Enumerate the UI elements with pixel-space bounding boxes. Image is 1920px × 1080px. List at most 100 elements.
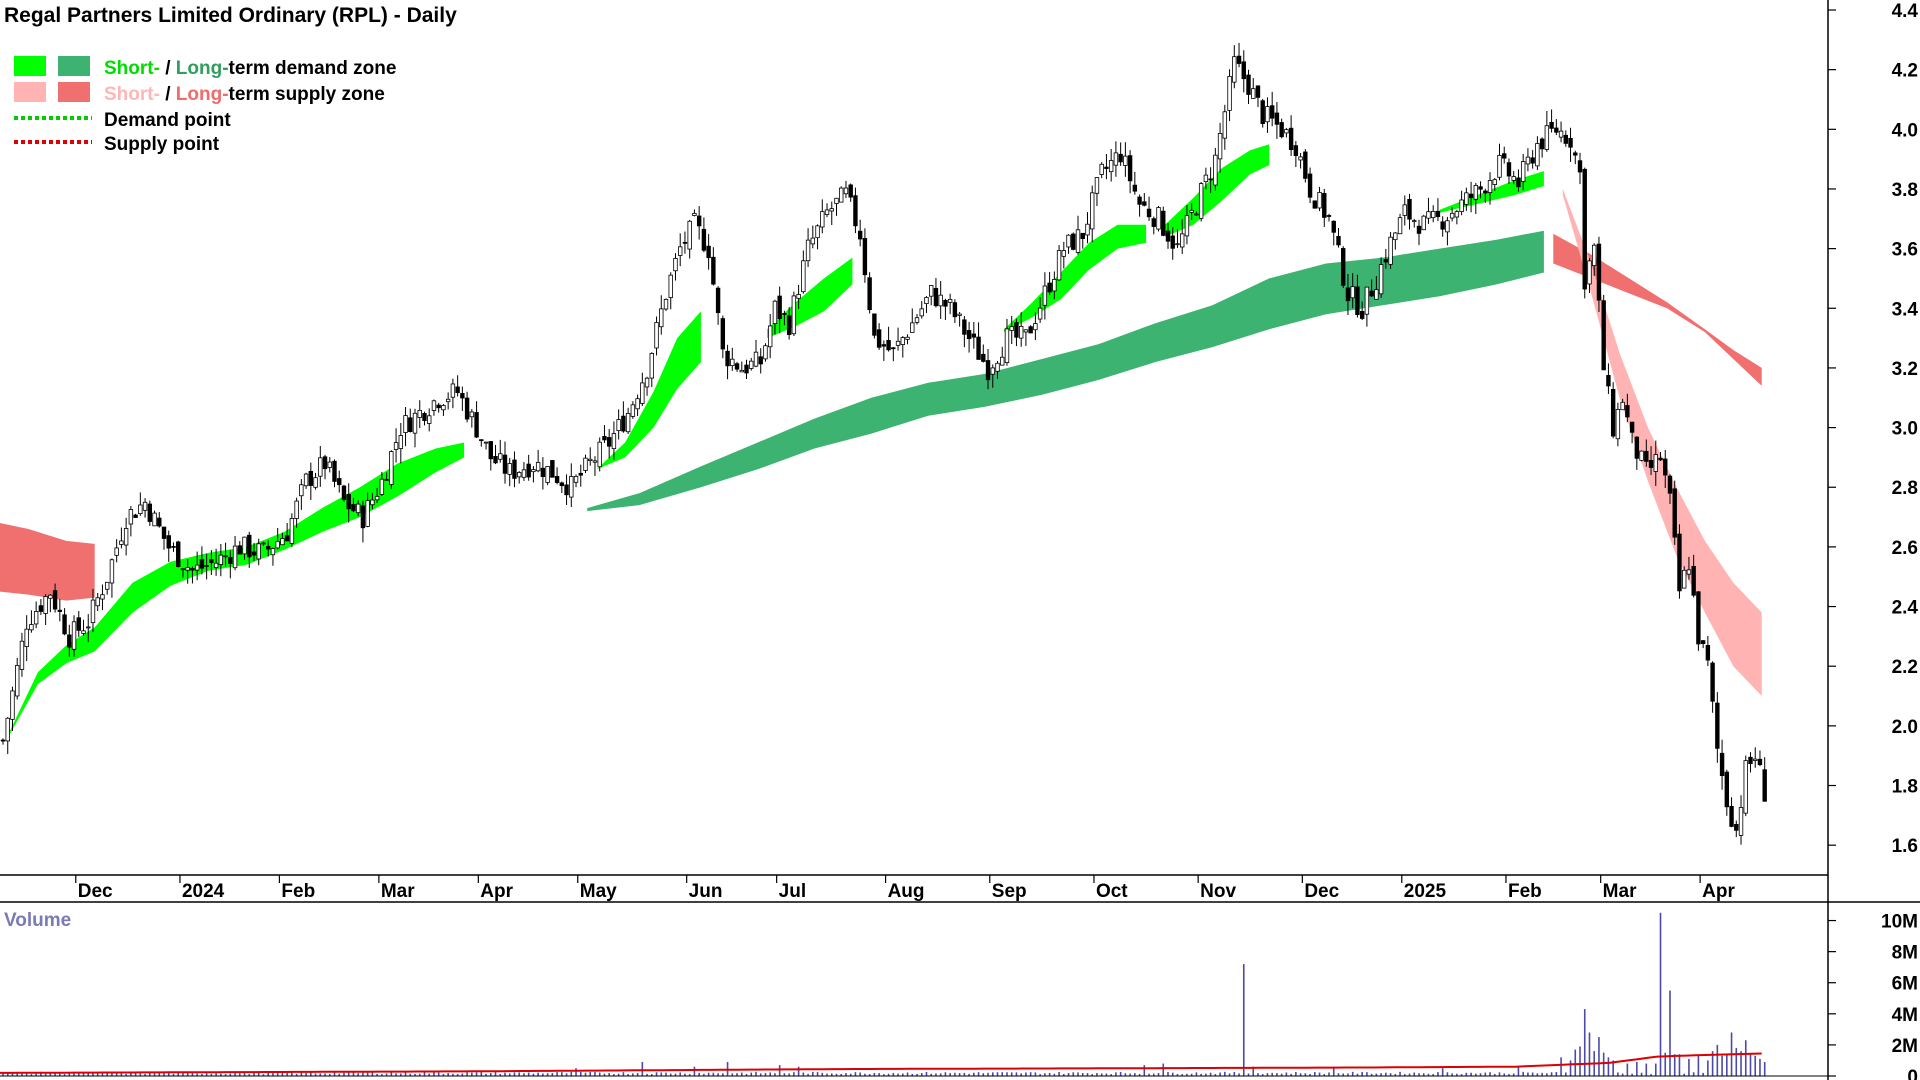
candle	[1592, 243, 1597, 276]
candle	[853, 187, 858, 234]
candle	[1364, 286, 1370, 327]
candle	[730, 347, 735, 371]
candle	[815, 224, 820, 250]
candle	[247, 531, 252, 568]
candle	[711, 247, 716, 286]
date-tick-label: Mar	[1603, 881, 1637, 902]
candle	[867, 272, 872, 314]
candle	[209, 550, 214, 575]
price-tick-label: 2.0	[1892, 717, 1918, 738]
candle	[1369, 279, 1374, 297]
candle	[403, 407, 408, 447]
candle	[57, 598, 63, 622]
candle	[839, 186, 844, 203]
candle	[895, 327, 901, 351]
candle	[213, 548, 219, 576]
candle	[1601, 294, 1606, 371]
price-tick-label: 2.8	[1892, 478, 1918, 499]
date-tick-label: Apr	[1702, 881, 1735, 902]
candle	[1061, 241, 1067, 269]
candle	[1516, 169, 1521, 192]
candle	[512, 451, 517, 488]
candle	[526, 454, 531, 481]
candle	[905, 334, 910, 345]
candle	[876, 323, 882, 350]
zone-band-0	[9, 442, 465, 735]
candle	[1762, 757, 1767, 802]
candle	[370, 492, 375, 510]
candle	[1180, 219, 1185, 255]
legend-swatch	[58, 56, 90, 76]
candle	[1198, 181, 1204, 222]
candle	[199, 546, 205, 575]
candle	[588, 447, 593, 466]
date-tick-label: Dec	[1304, 881, 1339, 902]
candle	[67, 624, 72, 657]
candle	[1099, 162, 1104, 179]
candle	[204, 553, 209, 580]
candle	[1610, 382, 1616, 439]
candle	[194, 551, 200, 581]
candle	[1028, 325, 1033, 334]
candle	[829, 201, 834, 226]
candle	[1004, 318, 1010, 366]
candle	[1681, 566, 1687, 589]
candle	[687, 219, 692, 259]
candle	[1331, 220, 1336, 246]
date-tick-label: Feb	[281, 881, 315, 902]
candle	[1236, 42, 1242, 68]
candle	[1208, 167, 1213, 194]
candle	[1497, 143, 1502, 181]
candle	[86, 614, 91, 643]
candle	[1459, 190, 1464, 216]
candle	[1748, 752, 1753, 773]
price-tick-label: 4.2	[1892, 61, 1918, 82]
zone-band-6	[587, 230, 1544, 512]
candle	[81, 619, 86, 636]
candle	[270, 547, 276, 566]
candle	[1700, 639, 1706, 649]
candle	[43, 594, 48, 625]
candle	[696, 206, 702, 240]
candle	[1293, 141, 1299, 168]
date-tick-label: Oct	[1096, 881, 1128, 902]
candle	[289, 513, 295, 547]
date-tick-label: Jun	[689, 881, 723, 902]
candle	[891, 346, 896, 362]
candle	[1672, 480, 1677, 545]
candle	[1269, 91, 1275, 127]
candle	[464, 391, 470, 423]
candle	[1037, 296, 1043, 323]
candle	[507, 457, 512, 487]
candle	[1341, 246, 1346, 288]
volume-tick-label: 10M	[1881, 912, 1918, 933]
legend-item-1: Short- / Long-term supply zone	[14, 82, 385, 105]
candle	[1085, 212, 1090, 244]
candle	[337, 470, 342, 493]
candle	[744, 359, 749, 379]
candle	[313, 472, 318, 490]
candle	[237, 541, 242, 555]
candle	[190, 566, 195, 584]
candle	[701, 217, 707, 253]
candle	[1383, 248, 1389, 269]
candle	[1596, 236, 1602, 312]
candle	[360, 500, 366, 543]
candle	[663, 298, 669, 311]
candle	[1653, 440, 1658, 486]
candle	[1232, 45, 1237, 89]
candle	[1284, 127, 1289, 138]
candle	[592, 456, 598, 476]
candle	[502, 441, 508, 484]
candle	[19, 632, 25, 677]
candle	[929, 285, 934, 306]
candle	[1312, 200, 1318, 209]
candle	[1407, 193, 1412, 230]
candle	[123, 517, 129, 556]
candle	[1696, 591, 1701, 651]
candle	[659, 295, 664, 335]
date-tick-label: Mar	[381, 881, 415, 902]
candle	[872, 313, 877, 339]
candle	[777, 286, 782, 334]
candle	[76, 611, 81, 637]
